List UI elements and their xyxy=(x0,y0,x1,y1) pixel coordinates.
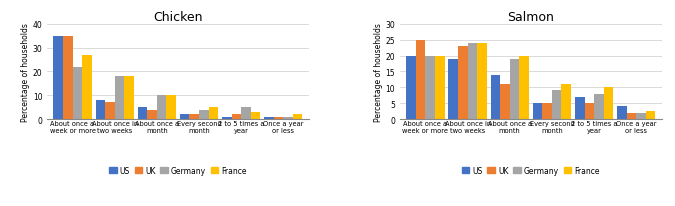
Bar xyxy=(477,44,487,119)
Legend: US, UK, Germany, France: US, UK, Germany, France xyxy=(459,163,603,178)
Bar xyxy=(115,77,124,119)
Bar xyxy=(124,77,134,119)
Bar xyxy=(519,56,529,119)
Bar xyxy=(105,103,115,119)
Bar xyxy=(585,104,594,119)
Bar xyxy=(199,110,209,119)
Bar xyxy=(510,60,519,119)
Bar xyxy=(468,44,477,119)
Bar xyxy=(209,108,218,119)
Title: Chicken: Chicken xyxy=(153,11,202,23)
Y-axis label: Percentage of households: Percentage of households xyxy=(374,23,383,121)
Bar xyxy=(491,75,500,119)
Bar xyxy=(458,47,468,119)
Bar xyxy=(147,110,157,119)
Bar xyxy=(603,88,613,119)
Bar xyxy=(626,113,637,119)
Bar xyxy=(167,96,176,119)
Bar xyxy=(190,115,199,119)
Bar xyxy=(406,56,416,119)
Bar xyxy=(250,112,261,119)
Bar xyxy=(594,94,603,119)
Bar xyxy=(293,115,302,119)
Bar xyxy=(157,96,167,119)
Bar xyxy=(82,56,92,119)
Bar xyxy=(274,117,284,119)
Bar xyxy=(552,91,562,119)
Bar xyxy=(284,117,293,119)
Bar xyxy=(232,115,241,119)
Y-axis label: Percentage of households: Percentage of households xyxy=(21,23,30,121)
Title: Salmon: Salmon xyxy=(508,11,554,23)
Bar xyxy=(138,108,147,119)
Bar xyxy=(425,56,435,119)
Bar xyxy=(637,113,646,119)
Bar xyxy=(448,60,458,119)
Legend: US, UK, Germany, France: US, UK, Germany, France xyxy=(106,163,250,178)
Bar xyxy=(500,85,510,119)
Bar xyxy=(264,117,274,119)
Bar xyxy=(575,97,585,119)
Bar xyxy=(72,67,82,119)
Bar xyxy=(617,107,626,119)
Bar xyxy=(63,37,72,119)
Bar xyxy=(562,85,571,119)
Bar xyxy=(533,104,542,119)
Bar xyxy=(222,117,232,119)
Bar xyxy=(53,37,63,119)
Bar xyxy=(416,41,425,119)
Bar xyxy=(646,112,655,119)
Bar xyxy=(241,108,250,119)
Bar xyxy=(180,115,190,119)
Bar xyxy=(542,104,552,119)
Bar xyxy=(435,56,445,119)
Bar xyxy=(96,101,105,119)
